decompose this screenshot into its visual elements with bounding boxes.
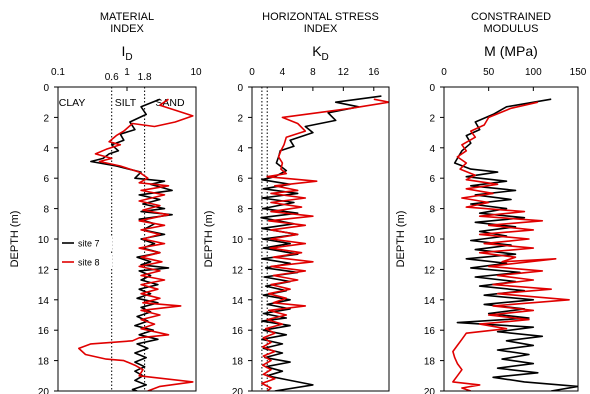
- y-tick-label: 20: [424, 387, 436, 394]
- y-tick-label: 10: [38, 235, 50, 246]
- chart-title-line: HORIZONTAL STRESS: [262, 11, 379, 23]
- y-axis-label: DEPTH (m): [395, 211, 407, 268]
- y-tick-label: 14: [424, 296, 436, 307]
- series-line-site-7: [453, 98, 578, 391]
- x-extra-label: 0.6: [105, 72, 119, 83]
- x-tick-label: 0: [441, 67, 447, 78]
- y-tick-label: 2: [237, 113, 243, 124]
- legend-bg: [60, 236, 112, 250]
- y-tick-label: 12: [38, 265, 50, 276]
- chart-title-line: MATERIAL: [100, 11, 154, 23]
- chart-title-line: INDEX: [110, 23, 144, 35]
- zone-label: CLAY: [59, 97, 86, 109]
- y-tick-label: 0: [237, 83, 243, 94]
- y-tick-label: 2: [43, 113, 49, 124]
- plot-frame: [443, 86, 579, 392]
- x-axis-label-main: K: [312, 43, 322, 59]
- y-tick-label: 6: [43, 174, 49, 185]
- x-axis-label: KD: [312, 43, 329, 63]
- x-tick-label: 100: [525, 67, 542, 78]
- legend: site 7 site 8: [60, 236, 112, 269]
- x-tick-label: 12: [338, 67, 350, 78]
- x-tick-label: 0: [249, 67, 255, 78]
- x-axis-label-subscript: D: [125, 52, 132, 63]
- x-axis-label-main: I: [121, 43, 125, 59]
- zone-label: SAND: [155, 97, 185, 109]
- y-tick-label: 10: [424, 235, 436, 246]
- y-tick-label: 16: [424, 326, 436, 337]
- legend-label: site 7: [78, 239, 100, 249]
- y-tick-label: 4: [43, 144, 49, 155]
- x-axis-label: ID: [121, 43, 132, 63]
- legend-bg: [60, 255, 112, 269]
- y-tick-label: 0: [43, 83, 49, 94]
- x-tick-label: 50: [483, 67, 495, 78]
- legend-label: site 8: [78, 258, 100, 268]
- chart-title-line: CONSTRAINED: [471, 11, 551, 23]
- x-tick-label: 150: [570, 67, 587, 78]
- plot-frame: [57, 86, 197, 392]
- x-extra-label: 1.8: [138, 72, 152, 83]
- x-tick-label: 4: [280, 67, 286, 78]
- y-tick-label: 6: [237, 174, 243, 185]
- y-tick-label: 20: [232, 387, 244, 394]
- y-tick-label: 14: [232, 296, 244, 307]
- chart-title-line: INDEX: [304, 23, 338, 35]
- y-tick-label: 4: [429, 144, 435, 155]
- zone-label: SILT: [115, 97, 137, 109]
- y-tick-label: 18: [424, 357, 436, 368]
- series-line-site-8: [78, 98, 194, 391]
- y-axis-label: DEPTH (m): [203, 211, 215, 268]
- y-tick-label: 0: [429, 83, 435, 94]
- y-tick-label: 6: [429, 174, 435, 185]
- x-axis-label-main: M (MPa): [484, 43, 538, 59]
- y-tick-label: 20: [38, 387, 50, 394]
- x-axis-label: M (MPa): [484, 43, 538, 59]
- y-tick-label: 2: [429, 113, 435, 124]
- series-line-site-8: [452, 101, 570, 391]
- y-tick-label: 10: [232, 235, 244, 246]
- y-tick-label: 12: [232, 265, 244, 276]
- y-tick-label: 8: [237, 205, 243, 216]
- x-tick-label: 10: [190, 67, 202, 78]
- y-tick-label: 12: [424, 265, 436, 276]
- plot-frame: [251, 86, 390, 392]
- y-tick-label: 4: [237, 144, 243, 155]
- x-tick-label: 0.1: [51, 67, 65, 78]
- chart-title-line: MODULUS: [483, 23, 538, 35]
- series-line-site-8: [261, 98, 389, 391]
- y-tick-label: 18: [232, 357, 244, 368]
- x-tick-label: 1: [124, 67, 130, 78]
- y-axis-label: DEPTH (m): [9, 211, 21, 268]
- y-tick-label: 14: [38, 296, 50, 307]
- x-axis-label-subscript: D: [322, 52, 329, 63]
- y-tick-label: 16: [38, 326, 50, 337]
- y-tick-label: 16: [232, 326, 244, 337]
- y-tick-label: 8: [43, 205, 49, 216]
- x-tick-label: 16: [368, 67, 380, 78]
- series-line-site-7: [260, 95, 382, 391]
- x-tick-label: 8: [310, 67, 316, 78]
- y-tick-label: 8: [429, 205, 435, 216]
- y-tick-label: 18: [38, 357, 50, 368]
